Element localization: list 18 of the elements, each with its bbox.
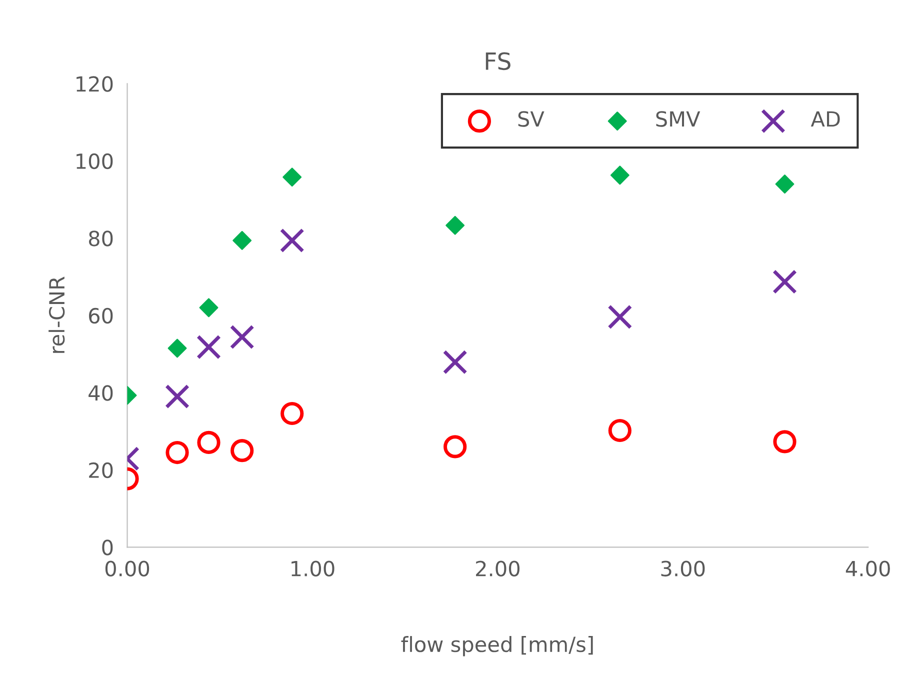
x-tick-label: 1.00 [292, 560, 334, 576]
legend-label: SV [518, 111, 544, 127]
x-tick-label: 2.00 [476, 560, 520, 576]
x-tick-label: 3.00 [661, 560, 705, 576]
y-tick-label: 100 [76, 153, 113, 170]
x-tick-label: 0.00 [105, 560, 150, 576]
chart-title: FS [486, 52, 510, 70]
legend-label: SMV [656, 111, 700, 127]
x-tick-label: 4.00 [846, 560, 890, 576]
y-tick-label: 20 [89, 462, 113, 478]
y-tick-label: 0 [102, 540, 113, 556]
y-tick-label: 60 [89, 308, 113, 324]
y-tick-label: 80 [88, 230, 113, 246]
y-tick-label: 40 [88, 385, 113, 401]
legend-label: AD [810, 111, 840, 127]
y-axis-title: rel-CNR [48, 276, 65, 353]
y-tick-label: 120 [76, 76, 113, 92]
x-axis-title: flow speed [mm/s] [401, 636, 593, 656]
